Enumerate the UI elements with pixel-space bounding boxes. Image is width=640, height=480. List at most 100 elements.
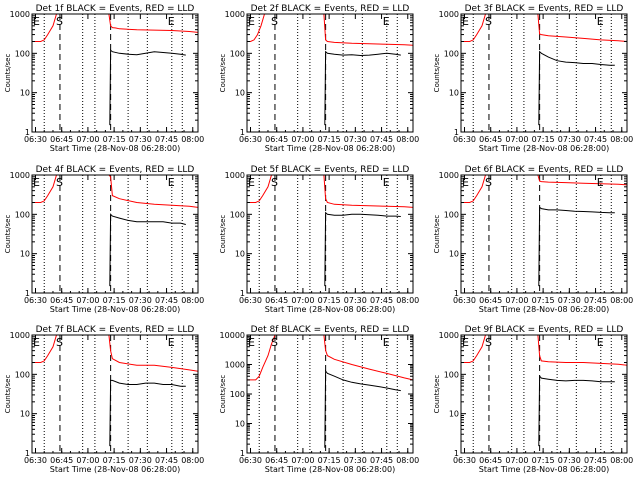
x-tick-label: 08:00 [610,456,633,465]
marker-label: E [597,176,604,189]
x-tick-label: 06:30 [453,135,476,144]
y-tick-label: 1 [454,128,459,137]
y-tick-label: 10 [20,89,30,98]
y-tick-label: 100 [15,370,30,379]
chart-title: Det 3f BLACK = Events, RED = LLD [465,4,624,14]
x-tick-label: 07:30 [558,456,581,465]
y-tick-label: 1 [25,289,30,298]
x-tick-label: 08:00 [610,296,633,305]
x-tick-label: 07:45 [584,135,607,144]
x-axis-label: Start Time (28-Nov-08 06:28:00) [50,305,180,314]
y-tick-label: 10 [235,89,245,98]
y-tick-label: 1000 [225,361,245,370]
x-axis-label: Start Time (28-Nov-08 06:28:00) [50,144,180,153]
y-tick-label: 100 [230,390,245,399]
marker-label: S [56,336,63,349]
x-tick-label: 06:30 [24,456,47,465]
marker-label: E [597,15,604,28]
y-tick-label: 100 [15,49,30,58]
series-line-lld [461,335,627,366]
x-axis-label: Start Time (28-Nov-08 06:28:00) [265,144,395,153]
x-tick-label: 08:00 [181,296,204,305]
chart-title: Det 7f BLACK = Events, RED = LLD [36,325,195,335]
marker-label: E [462,336,469,349]
x-tick-label: 07:30 [129,135,152,144]
x-tick-label: 07:15 [532,296,555,305]
y-tick-label: 1 [454,449,459,458]
x-tick-label: 07:15 [103,135,126,144]
x-axis-label: Start Time (28-Nov-08 06:28:00) [479,144,609,153]
x-tick-label: 08:00 [396,135,419,144]
series-line-events [324,211,401,287]
marker-label: S [56,176,63,189]
x-tick-label: 07:45 [584,456,607,465]
plot-frame [31,13,199,133]
y-tick-label: 1 [240,449,245,458]
x-tick-label: 07:30 [129,296,152,305]
y-tick-label: 1000 [10,331,30,340]
series-line-events [538,50,615,126]
x-tick-label: 07:45 [155,456,178,465]
x-tick-label: 06:30 [453,296,476,305]
marker-label: E [462,15,469,28]
plot-frame [460,334,628,454]
x-tick-label: 07:15 [103,296,126,305]
x-tick-label: 07:15 [532,456,555,465]
y-tick-label: 1000 [10,171,30,180]
series-line-events [538,374,615,447]
y-tick-label: 1 [240,289,245,298]
x-axis-label: Start Time (28-Nov-08 06:28:00) [479,465,609,474]
y-tick-label: 10 [235,250,245,259]
series-line-events [324,50,401,126]
y-tick-label: 1 [240,128,245,137]
y-tick-label: 10 [235,420,245,429]
marker-label: S [271,176,278,189]
plot-frame [460,13,628,133]
y-tick-label: 1 [454,289,459,298]
marker-label: E [33,336,40,349]
x-tick-label: 06:45 [265,456,288,465]
y-axis-label: Counts/sec [219,54,227,93]
y-tick-label: 100 [444,49,459,58]
marker-label: E [383,336,390,349]
x-tick-label: 06:45 [50,296,73,305]
y-tick-label: 10 [449,410,459,419]
chart-title: Det 9f BLACK = Events, RED = LLD [465,325,624,335]
y-tick-label: 10000 [220,331,245,340]
x-tick-label: 07:45 [370,296,393,305]
x-tick-label: 07:45 [370,135,393,144]
y-tick-label: 100 [230,49,245,58]
series-line-lld [461,14,627,42]
x-tick-label: 07:00 [76,135,99,144]
chart-title: Det 2f BLACK = Events, RED = LLD [251,4,410,14]
y-tick-label: 1 [25,449,30,458]
x-tick-label: 06:45 [479,135,502,144]
series-line-events [538,206,615,287]
x-tick-label: 07:15 [318,135,341,144]
x-tick-label: 07:30 [129,456,152,465]
y-axis-label: Counts/sec [219,215,227,254]
marker-label: S [56,15,63,28]
x-tick-label: 07:00 [505,135,528,144]
y-tick-label: 10 [449,250,459,259]
y-axis-label: Counts/sec [433,375,441,414]
x-tick-label: 08:00 [610,135,633,144]
y-tick-label: 10 [20,250,30,259]
y-axis-label: Counts/sec [4,215,12,254]
marker-label: E [248,336,255,349]
series-line-events [324,369,401,448]
x-tick-label: 06:30 [453,456,476,465]
x-tick-label: 07:00 [291,296,314,305]
series-line-lld [32,14,198,42]
marker-label: E [248,176,255,189]
plot-frame [246,13,414,133]
x-tick-label: 08:00 [181,456,204,465]
chart-title: Det 6f BLACK = Events, RED = LLD [465,165,624,175]
marker-label: E [597,336,604,349]
x-tick-label: 06:30 [239,456,262,465]
